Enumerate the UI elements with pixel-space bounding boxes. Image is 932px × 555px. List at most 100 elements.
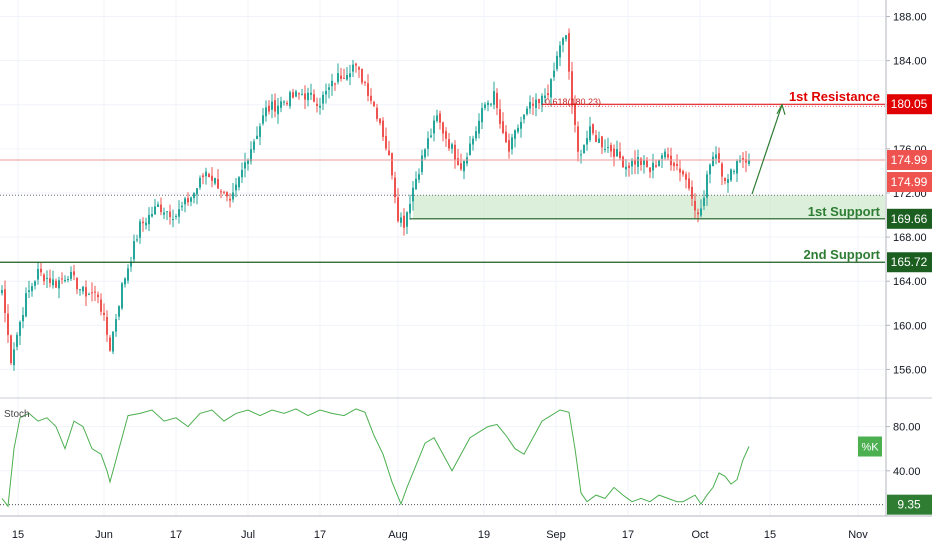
- candle-body: [577, 126, 579, 152]
- candle-body: [166, 211, 168, 213]
- candle-body: [736, 161, 738, 174]
- support2-label: 2nd Support: [803, 247, 880, 262]
- candle-body: [403, 215, 405, 228]
- candle-body: [163, 212, 165, 215]
- candle-body: [259, 126, 261, 137]
- candle-body: [283, 101, 285, 103]
- time-tick-label: 17: [622, 529, 634, 541]
- candle-body: [439, 113, 441, 123]
- candle-body: [499, 109, 501, 124]
- candle-body: [571, 71, 573, 106]
- candle-body: [475, 131, 477, 139]
- candle-body: [217, 179, 219, 189]
- candle-body: [742, 157, 744, 161]
- candle-body: [724, 177, 726, 181]
- candle-body: [271, 101, 273, 110]
- candle-body: [709, 164, 711, 175]
- candle-body: [619, 151, 621, 159]
- candle-body: [40, 268, 42, 273]
- candle-body: [184, 198, 186, 205]
- candle-body: [355, 63, 357, 66]
- candle-body: [265, 107, 267, 117]
- fib-label: 0.618(180.23): [545, 97, 601, 107]
- candle-body: [82, 286, 84, 292]
- candle-body: [256, 135, 258, 140]
- candle-body: [43, 274, 45, 282]
- candle-body: [472, 138, 474, 145]
- price-tick-label: 160.00: [893, 320, 927, 332]
- stoch-tick-label: 80.00: [893, 422, 921, 434]
- candle-body: [319, 105, 321, 108]
- candle-body: [658, 160, 660, 167]
- price-tick-label: 184.00: [893, 56, 927, 68]
- candle-body: [172, 219, 174, 221]
- candle-body: [676, 164, 678, 166]
- candle-body: [19, 321, 21, 336]
- candle-body: [331, 80, 333, 87]
- support1-label: 1st Support: [808, 204, 881, 219]
- candle-body: [370, 95, 372, 101]
- candle-body: [376, 107, 378, 119]
- candle-body: [679, 168, 681, 173]
- candle-body: [523, 114, 525, 120]
- time-tick-label: 17: [170, 529, 182, 541]
- candle-body: [538, 99, 540, 104]
- candle-body: [235, 184, 237, 191]
- candle-body: [310, 92, 312, 95]
- projection-arrowhead: [776, 103, 786, 115]
- stoch-level-tag: 9.35: [897, 498, 921, 512]
- candle-body: [253, 141, 255, 150]
- candle-body: [682, 171, 684, 175]
- candle-body: [388, 150, 390, 155]
- stoch-tick-label: 40.00: [893, 466, 921, 478]
- candle-body: [478, 120, 480, 134]
- candle-body: [190, 197, 192, 202]
- candle-body: [325, 90, 327, 95]
- candle-body: [727, 179, 729, 183]
- candle-body: [286, 102, 288, 105]
- time-tick-label: 19: [478, 529, 490, 541]
- candle-body: [730, 169, 732, 181]
- time-tick-label: Aug: [388, 529, 408, 541]
- stoch-k-tag-bg: [858, 436, 882, 457]
- candle-body: [628, 165, 630, 168]
- candle-body: [34, 281, 36, 286]
- time-tick-label: Sep: [546, 529, 566, 541]
- candle-body: [406, 212, 408, 227]
- support-zone: [413, 195, 885, 219]
- candle-body: [526, 108, 528, 115]
- candle-body: [127, 268, 129, 281]
- candle-body: [565, 35, 567, 40]
- candle-body: [445, 131, 447, 139]
- candle-body: [529, 101, 531, 109]
- candle-body: [697, 212, 699, 215]
- candle-body: [691, 186, 693, 199]
- last-price-tag: 174.99: [891, 153, 928, 167]
- candle-body: [373, 101, 375, 107]
- candle-body: [364, 81, 366, 83]
- candle-body: [448, 139, 450, 149]
- candle-body: [415, 178, 417, 190]
- candle-body: [427, 138, 429, 149]
- time-tick-label: Oct: [691, 529, 708, 541]
- candle-body: [700, 208, 702, 216]
- candle-body: [616, 149, 618, 157]
- resistance-label: 1st Resistance: [789, 89, 880, 104]
- candle-body: [229, 198, 231, 201]
- candle-body: [175, 216, 177, 218]
- candle-body: [49, 278, 51, 283]
- candle-body: [280, 101, 282, 108]
- candle-body: [238, 177, 240, 188]
- candle-body: [328, 87, 330, 90]
- candle-body: [22, 314, 24, 322]
- candle-body: [307, 92, 309, 101]
- candle-body: [169, 211, 171, 218]
- candle-body: [394, 177, 396, 198]
- candle-body: [274, 100, 276, 112]
- candle-body: [580, 154, 582, 156]
- candle-body: [73, 271, 75, 276]
- candle-body: [277, 105, 279, 115]
- time-tick-label: 15: [12, 529, 24, 541]
- candle-body: [7, 313, 9, 335]
